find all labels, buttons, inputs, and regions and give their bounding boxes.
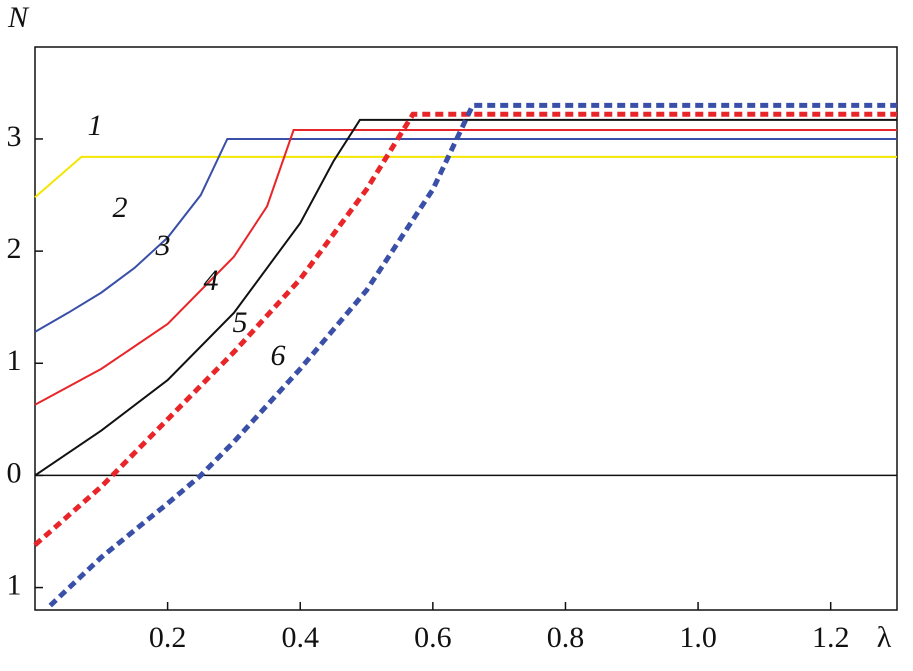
- x-tick-label: 0.6: [414, 621, 452, 654]
- y-tick-label: 1: [7, 344, 22, 377]
- y-axis-label: N: [7, 1, 30, 34]
- y-tick-label: 3: [7, 120, 22, 153]
- curve-label: 3: [155, 229, 171, 262]
- y-tick-label: 2: [7, 232, 22, 265]
- curve-label: 5: [233, 306, 248, 339]
- y-tick-label: 1: [7, 568, 22, 601]
- y-tick-label: 0: [7, 456, 22, 489]
- line-series: [33, 111, 897, 547]
- x-tick-label: 1.0: [679, 621, 717, 654]
- x-tick-label: 0.2: [149, 621, 187, 654]
- curve-label: 4: [204, 264, 219, 297]
- curve-label: 6: [271, 339, 286, 372]
- x-tick-label: 0.8: [547, 621, 585, 654]
- x-tick-label: 0.4: [281, 621, 319, 654]
- line-series: [34, 128, 897, 406]
- line-series: [48, 102, 897, 608]
- curve-label: 2: [113, 191, 128, 224]
- x-tick-label: 1.2: [812, 621, 850, 654]
- line-series: [34, 118, 897, 477]
- plot-frame: [34, 46, 898, 611]
- line-series: [34, 155, 897, 199]
- line-series: [34, 137, 897, 333]
- x-axis-label: λ: [877, 621, 892, 654]
- curve-label: 1: [88, 109, 103, 142]
